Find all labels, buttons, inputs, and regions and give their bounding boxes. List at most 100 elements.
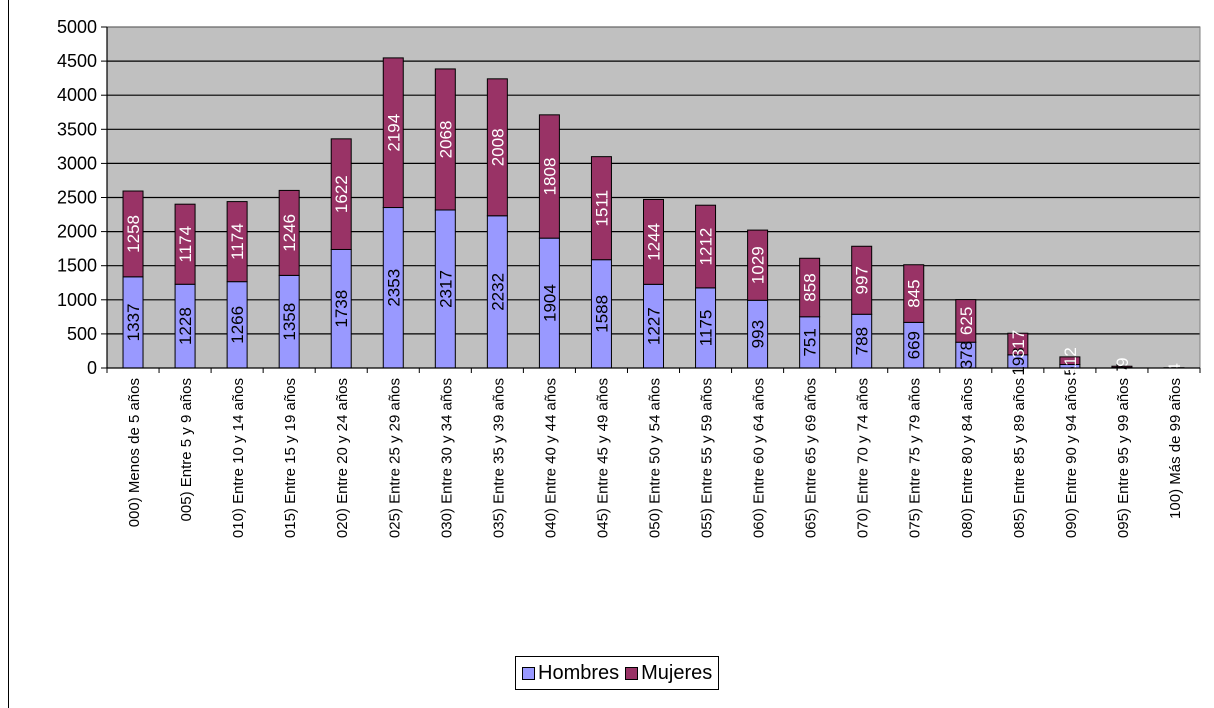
- legend-item-hombres: Hombres: [522, 662, 619, 685]
- data-label-hombres: 751: [801, 328, 820, 356]
- data-label-mujeres: 845: [905, 279, 924, 307]
- data-label-mujeres: 317: [1009, 330, 1028, 358]
- data-label-hombres: 1738: [332, 290, 351, 328]
- data-label-mujeres: 2194: [384, 114, 403, 152]
- y-tick-label: 3000: [57, 153, 97, 173]
- data-label-hombres: 993: [749, 320, 768, 348]
- bar-mujeres: [955, 299, 977, 343]
- data-label-mujeres: 997: [853, 266, 872, 294]
- y-axis: 0 500 1000 1500 2000 2500 3000 3500 4000 4500 5000: [57, 17, 108, 378]
- bar-mujeres: [226, 201, 248, 283]
- data-label-mujeres: 1174: [228, 223, 247, 260]
- data-label-hombres: 1904: [540, 284, 559, 322]
- y-tick-label: 2500: [57, 188, 97, 208]
- legend-label-hombres: Hombres: [538, 661, 620, 684]
- x-tick-label: 100) Más de 99 años: [1167, 378, 1184, 519]
- y-tick-label: 0: [87, 358, 97, 378]
- y-tick-label: 1500: [57, 256, 97, 276]
- y-tick-label: 4500: [57, 51, 97, 71]
- data-label-mujeres: 2068: [436, 121, 455, 159]
- data-label-hombres: 2232: [488, 273, 507, 311]
- bar-mujeres: [1059, 356, 1081, 366]
- bar-mujeres: [851, 245, 873, 315]
- bar-mujeres: [174, 203, 196, 285]
- data-label-hombres: 1337: [124, 303, 143, 341]
- y-tick-label: 5000: [57, 17, 97, 37]
- bar-mujeres: [538, 114, 560, 239]
- y-tick-label: 1000: [57, 290, 97, 310]
- x-tick-label: 000) Menos de 5 años: [126, 378, 143, 527]
- legend-item-mujeres: Mujeres: [625, 662, 712, 685]
- data-label-hombres: 2353: [384, 269, 403, 307]
- data-label-mujeres: 1511: [592, 190, 611, 227]
- data-label-mujeres: 1029: [749, 246, 768, 284]
- x-tick-label: 040) Entre 40 y 44 años: [542, 378, 559, 538]
- legend: Hombres Mujeres: [515, 656, 720, 690]
- bar-mujeres: [382, 57, 404, 209]
- y-tick-label: 3500: [57, 119, 97, 139]
- data-label-mujeres: 19: [1113, 357, 1132, 376]
- data-label-mujeres: 1622: [332, 175, 351, 213]
- data-label-hombres: 1266: [228, 306, 247, 344]
- x-tick-label: 090) Entre 90 y 94 años: [1063, 378, 1080, 538]
- bar-mujeres: [486, 78, 508, 217]
- chart-frame-border: [8, 0, 9, 708]
- data-label-mujeres: 1174: [176, 226, 195, 263]
- x-tick-label: 070) Entre 70 y 74 años: [855, 378, 872, 538]
- x-axis: 000) Menos de 5 años 005) Entre 5 y 9 año…: [106, 367, 1201, 538]
- data-labels: 1337 1258 1228 1174 1266 1174 1358 1246 1738 1622…: [124, 114, 1184, 377]
- data-label-mujeres: 858: [801, 273, 820, 301]
- bar-mujeres: [330, 138, 352, 250]
- x-tick-label: 050) Entre 50 y 54 años: [647, 378, 664, 538]
- x-tick-label: 060) Entre 60 y 64 años: [751, 378, 768, 538]
- data-label-mujeres: 112: [1061, 347, 1080, 374]
- data-label-mujeres: 625: [957, 307, 976, 335]
- data-label-mujeres: 1246: [280, 214, 299, 252]
- bars: [122, 57, 1185, 369]
- data-label-hombres: 1358: [280, 303, 299, 341]
- x-tick-label: 025) Entre 25 y 29 años: [386, 378, 403, 538]
- data-label-hombres: 2317: [436, 270, 455, 308]
- data-label-hombres: 788: [853, 327, 872, 355]
- x-tick-label: 020) Entre 20 y 24 años: [334, 378, 351, 538]
- bar-mujeres: [122, 190, 144, 278]
- bar-mujeres: [1007, 332, 1029, 356]
- bar-mujeres: [278, 189, 300, 276]
- bar-mujeres: [799, 257, 821, 318]
- data-label-hombres: 378: [957, 341, 976, 369]
- bar-mujeres: [695, 204, 717, 289]
- data-label-hombres: 51: [1061, 357, 1080, 376]
- stacked-bar-chart: 0 500 1000 1500 2000 2500 3000 3500 4000 4500 5000…: [57, 17, 1201, 538]
- bar-mujeres: [590, 156, 612, 261]
- x-tick-label: 030) Entre 30 y 34 años: [438, 378, 455, 538]
- x-tick-label: 095) Entre 95 y 99 años: [1115, 378, 1132, 538]
- legend-swatch-mujeres: [625, 666, 639, 680]
- x-tick-label: 035) Entre 35 y 39 años: [490, 378, 507, 538]
- x-tick-label: 085) Entre 85 y 89 años: [1011, 378, 1028, 538]
- data-label-mujeres: 1258: [124, 215, 143, 253]
- data-label-hombres: 1227: [645, 307, 664, 345]
- data-label-mujeres: 2008: [488, 128, 507, 166]
- y-tick-label: 4000: [57, 85, 97, 105]
- x-tick-label: 080) Entre 80 y 84 años: [959, 378, 976, 538]
- y-tick-label: 500: [67, 324, 97, 344]
- data-label-hombres: 1588: [592, 295, 611, 333]
- x-tick-label: 055) Entre 55 y 59 años: [699, 378, 716, 538]
- data-label-mujeres: 1212: [697, 228, 716, 266]
- x-tick-label: 010) Entre 10 y 14 años: [230, 378, 247, 538]
- bar-mujeres: [903, 264, 925, 323]
- x-tick-label: 065) Entre 65 y 69 años: [803, 378, 820, 538]
- bar-mujeres: [434, 68, 456, 211]
- x-tick-label: 015) Entre 15 y 19 años: [282, 378, 299, 538]
- data-label-mujeres: 1808: [540, 158, 559, 196]
- bar-mujeres: [747, 229, 769, 301]
- x-tick-label: 045) Entre 45 y 49 años: [594, 378, 611, 538]
- data-label-hombres: 1175: [697, 310, 716, 347]
- bar-mujeres: [643, 198, 664, 285]
- y-tick-label: 2000: [57, 222, 97, 242]
- legend-swatch-hombres: [522, 666, 535, 680]
- data-label-hombres: 669: [905, 331, 924, 359]
- data-label-hombres: 1228: [176, 307, 195, 345]
- x-tick-label: 075) Entre 75 y 79 años: [907, 378, 924, 538]
- data-label-mujeres: 1244: [645, 223, 664, 261]
